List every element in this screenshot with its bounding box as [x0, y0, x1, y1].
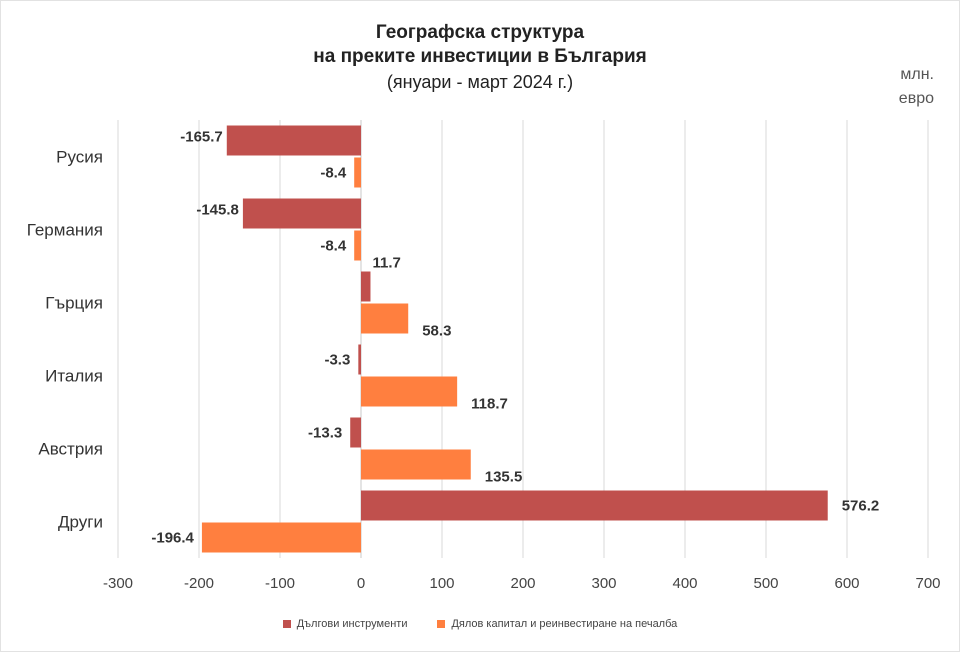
- category-label: Италия: [45, 367, 103, 386]
- x-tick-label: 700: [915, 575, 940, 592]
- legend-item-debt: Дългови инструменти: [282, 618, 408, 630]
- x-tick-label: 200: [510, 575, 535, 592]
- data-label: -145.8: [196, 202, 239, 219]
- x-tick-label: 0: [357, 575, 365, 592]
- category-label: Германия: [27, 221, 103, 240]
- x-tick-label: 600: [834, 575, 859, 592]
- legend-item-equity: Дялов капитал и реинвестиране на печалба: [437, 618, 677, 630]
- data-label: 118.7: [471, 396, 508, 413]
- data-label: -165.7: [180, 129, 223, 146]
- x-tick-label: 400: [672, 575, 697, 592]
- data-label: -13.3: [308, 425, 342, 442]
- chart-plot: -300 -200 -100 0 100 200 300 400 500 600 700 Русия Г…: [27, 120, 941, 592]
- data-label: -8.4: [320, 238, 347, 255]
- bar-equity: [354, 230, 361, 261]
- legend-swatch-equity: [437, 620, 446, 628]
- category-label: Гърция: [45, 294, 103, 313]
- category-label: Австрия: [38, 440, 103, 459]
- legend-label-debt: Дългови инструменти: [296, 618, 408, 630]
- data-label: 58.3: [422, 323, 451, 340]
- chart-title: Географска структура: [375, 22, 585, 43]
- bar-equity: [361, 376, 458, 407]
- bar-equity: [201, 522, 361, 553]
- bar-debt: [358, 344, 361, 375]
- legend: Дългови инструменти Дялов капитал и реин…: [0, 618, 960, 630]
- chart-subtitle: (януари - март 2024 г.): [386, 72, 574, 92]
- legend-label-equity: Дялов капитал и реинвестиране на печалба: [451, 618, 678, 630]
- legend-swatch-debt: [282, 620, 291, 628]
- category-label: Други: [58, 513, 103, 532]
- data-label: -8.4: [320, 165, 347, 182]
- x-tick-label: -200: [184, 575, 214, 592]
- data-label: 576.2: [842, 498, 880, 515]
- category-label: Русия: [56, 148, 103, 167]
- unit-label-line-2: евро: [898, 90, 934, 107]
- bar-equity: [361, 449, 471, 480]
- x-tick-label: 500: [753, 575, 778, 592]
- bar-debt: [226, 125, 361, 156]
- bar-equity: [354, 157, 361, 188]
- chart-title-line-2: на преките инвестиции в България: [313, 46, 647, 67]
- data-label: 135.5: [485, 469, 523, 486]
- bar-debt: [242, 198, 361, 229]
- x-tick-label: 100: [429, 575, 454, 592]
- bar-equity: [361, 303, 409, 334]
- x-tick-label: -100: [265, 575, 295, 592]
- bar-debt: [361, 271, 371, 302]
- x-tick-label: 300: [591, 575, 616, 592]
- data-label: 11.7: [372, 255, 400, 272]
- bar-debt: [350, 417, 361, 448]
- data-label: -3.3: [324, 352, 350, 369]
- unit-label-line-1: млн.: [900, 66, 934, 83]
- bar-debt: [361, 490, 828, 521]
- x-tick-label: -300: [103, 575, 133, 592]
- data-label: -196.4: [151, 530, 194, 547]
